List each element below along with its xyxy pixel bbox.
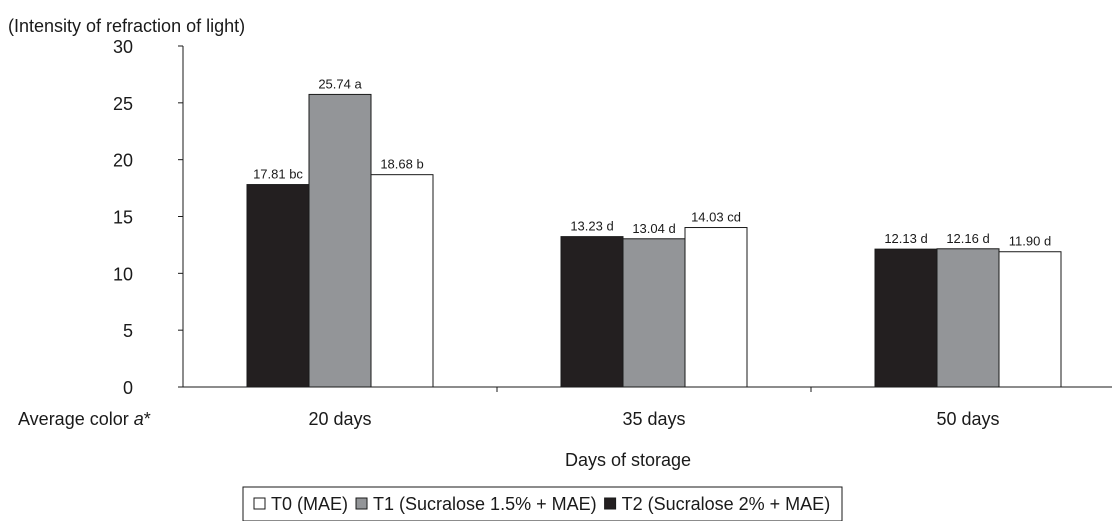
bar-data-label: 14.03 cd (691, 210, 741, 225)
bars (246, 93, 1062, 388)
legend-entry: T0 (MAE) (271, 494, 348, 514)
legend-entry: T2 (Sucralose 2% + MAE) (622, 494, 831, 514)
bar (622, 238, 686, 388)
bar-data-label: 18.68 b (380, 157, 423, 172)
bar-data-label: 25.74 a (318, 76, 362, 91)
bar-data-labels: 17.81 bc 25.74 a 18.68 b 13.23 d 13.04 d 14.0… (253, 76, 1051, 248)
bar (308, 93, 372, 388)
category-label: 20 days (308, 409, 371, 429)
bar (246, 184, 310, 388)
bar (874, 248, 938, 388)
y-tick-label: 5 (123, 321, 133, 341)
bar (370, 174, 434, 388)
y-tick-label: 15 (113, 208, 133, 228)
row-label: Average color a* (18, 409, 151, 429)
y-tick-label: 10 (113, 264, 133, 284)
bar-data-label: 13.04 d (632, 221, 675, 236)
y-tick-label: 0 (123, 378, 133, 398)
legend-swatch (253, 497, 266, 510)
x-axis-ticks (496, 387, 812, 392)
category-labels: 20 days 35 days 50 days (308, 409, 999, 429)
y-tick-label: 20 (113, 151, 133, 171)
x-axis-label: Days of storage (565, 450, 691, 470)
bar (998, 251, 1062, 388)
bar (936, 248, 1000, 388)
legend-entry: T1 (Sucralose 1.5% + MAE) (373, 494, 597, 514)
bar-data-label: 12.16 d (946, 231, 989, 246)
bar-data-label: 13.23 d (570, 219, 613, 234)
y-tick-label: 25 (113, 94, 133, 114)
y-axis-label: (Intensity of refraction of light) (8, 16, 245, 36)
bar-data-label: 17.81 bc (253, 167, 303, 182)
legend-frame (242, 486, 843, 521)
legend-swatch (604, 497, 617, 510)
bar (560, 236, 624, 388)
bar-data-label: 11.90 d (1009, 234, 1051, 249)
category-label: 50 days (936, 409, 999, 429)
legend-swatch (355, 497, 368, 510)
bar-data-label: 12.13 d (884, 231, 927, 246)
category-label: 35 days (622, 409, 685, 429)
bar (684, 227, 748, 388)
legend: T0 (MAE) T1 (Sucralose 1.5% + MAE) T2 (Suc… (242, 486, 843, 521)
y-tick-label: 30 (113, 37, 133, 57)
y-axis-ticks: 0 5 10 15 20 25 30 (113, 37, 183, 398)
